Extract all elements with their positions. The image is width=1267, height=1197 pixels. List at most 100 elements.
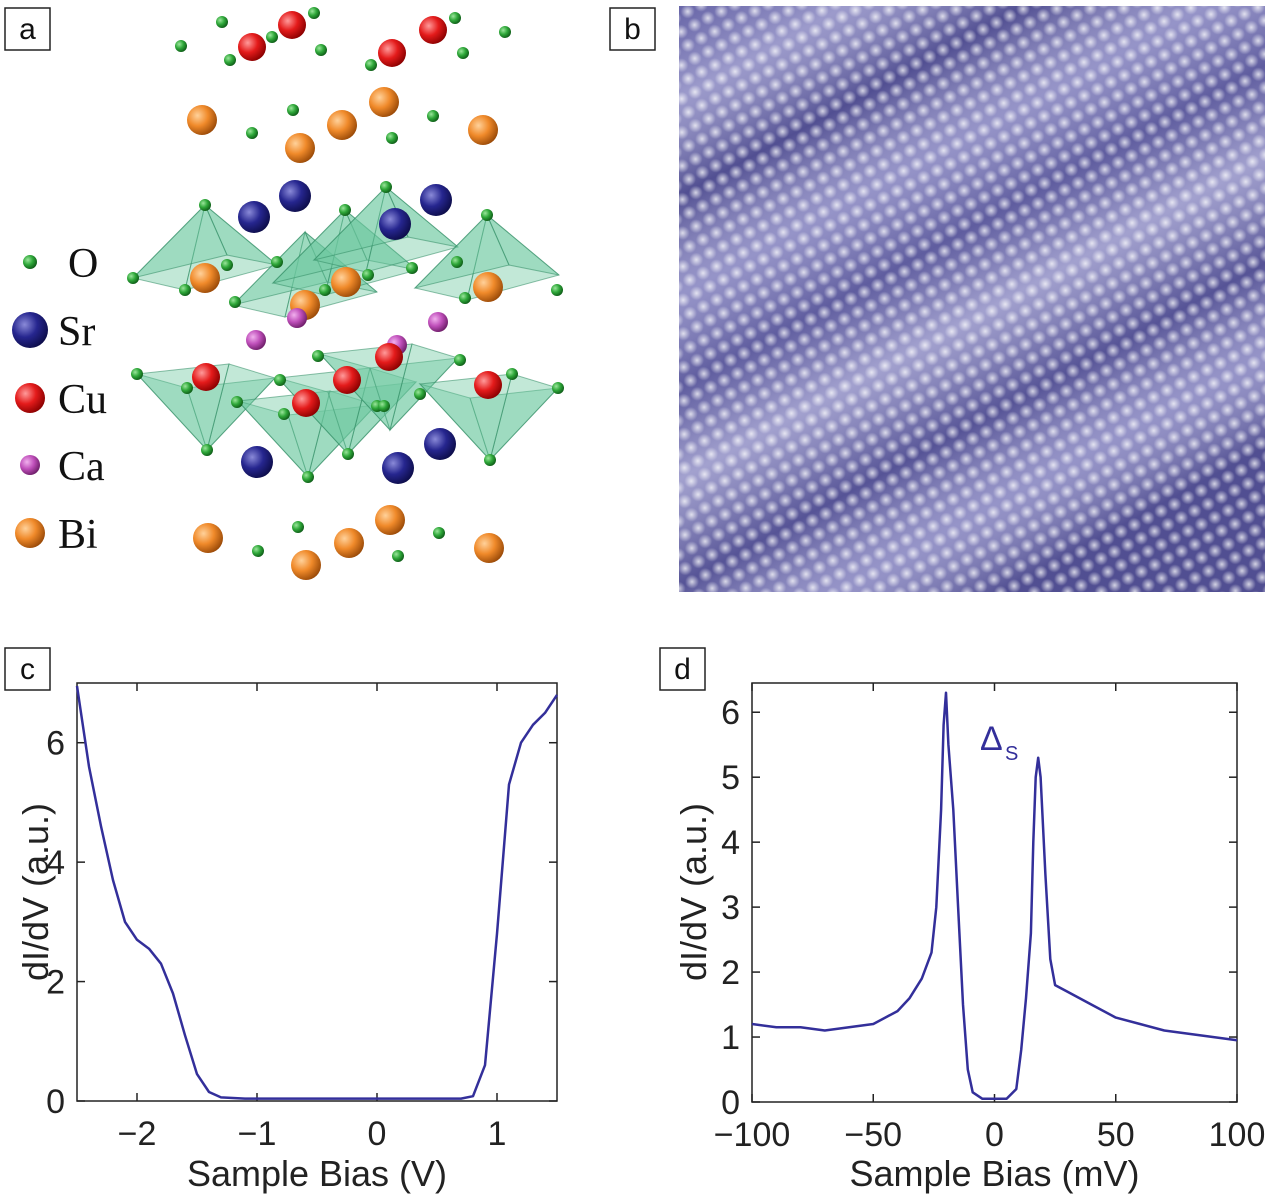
x-tick-label: 0	[368, 1115, 387, 1153]
y-tick-label: 4	[721, 824, 740, 862]
o-atom	[199, 199, 211, 211]
y-tick-label: 1	[721, 1019, 740, 1057]
x-tick-label: 1	[488, 1115, 507, 1153]
panel-label: a	[19, 13, 36, 46]
legend-label: Cu	[58, 377, 107, 423]
cu-atom	[333, 366, 361, 394]
x-tick-label: 100	[1209, 1116, 1266, 1154]
o-atom	[459, 292, 471, 304]
y-axis-label: dI/dV (a.u.)	[15, 803, 56, 981]
o-atom	[551, 284, 563, 296]
o-atom	[302, 471, 314, 483]
panel-label: c	[20, 653, 35, 686]
panel-label-box	[659, 647, 706, 691]
o-atom	[308, 7, 320, 19]
cu-atom	[192, 363, 220, 391]
o-atom	[266, 31, 278, 43]
panel-label-box	[4, 7, 51, 51]
data-line	[75, 685, 559, 1100]
o-atom	[427, 110, 439, 122]
x-tick-label: −50	[844, 1116, 902, 1154]
o-atom	[392, 550, 404, 562]
o-atom	[312, 350, 324, 362]
o-atom	[319, 284, 331, 296]
o-atom	[552, 382, 564, 394]
o-atom	[127, 272, 139, 284]
o-atom	[378, 400, 390, 412]
o-atom	[131, 368, 143, 380]
o-atom	[499, 26, 511, 38]
o-atom	[315, 44, 327, 56]
y-tick-label: 3	[721, 889, 740, 927]
o-atom	[380, 181, 392, 193]
y-tick-label: 6	[46, 725, 65, 763]
x-tick-label: −2	[118, 1115, 157, 1153]
cu-atom	[238, 33, 266, 61]
o-atom	[406, 262, 418, 274]
y-tick-label: 2	[46, 964, 65, 1002]
bi-atom	[375, 505, 405, 535]
legend-label: Sr	[58, 309, 95, 355]
legend-label: O	[68, 241, 98, 287]
octahedron-face	[271, 209, 368, 284]
legend-swatch	[12, 312, 48, 348]
sr-atom	[279, 180, 311, 212]
bi-atom	[193, 523, 223, 553]
sr-atom	[420, 184, 452, 216]
octahedron-face	[231, 231, 328, 306]
bi-atom	[474, 533, 504, 563]
o-atom	[386, 132, 398, 144]
ca-atom	[287, 308, 307, 328]
o-atom	[287, 104, 299, 116]
octahedron-face	[413, 214, 510, 289]
legend-label: Bi	[58, 512, 98, 558]
o-atom	[365, 59, 377, 71]
bi-atom	[369, 87, 399, 117]
bi-atom	[334, 528, 364, 558]
o-atom	[274, 374, 286, 386]
o-atom	[342, 448, 354, 460]
sr-atom	[382, 452, 414, 484]
o-atom	[252, 545, 264, 557]
o-atom	[339, 204, 351, 216]
bi-atom	[331, 267, 361, 297]
cu-atom	[378, 39, 406, 67]
o-atom	[221, 259, 233, 271]
o-atom	[246, 127, 258, 139]
crystal-structure	[127, 7, 564, 580]
x-tick-label: 0	[985, 1116, 1004, 1154]
o-atom	[506, 368, 518, 380]
sr-atom	[379, 208, 411, 240]
bi-atom	[327, 110, 357, 140]
bi-atom	[187, 105, 217, 135]
legend-swatch	[20, 455, 40, 475]
o-atom	[179, 284, 191, 296]
x-tick-label: −1	[238, 1115, 277, 1153]
o-atom	[271, 256, 283, 268]
o-atom	[201, 444, 213, 456]
o-atom	[231, 396, 243, 408]
o-atom	[481, 209, 493, 221]
bi-atom	[473, 272, 503, 302]
x-axis-label: Sample Bias (mV)	[849, 1153, 1139, 1194]
annotation: Δ	[980, 720, 1003, 758]
o-atom	[224, 54, 236, 66]
y-tick-label: 4	[46, 844, 65, 882]
cu-atom	[375, 343, 403, 371]
bi-atom	[190, 263, 220, 293]
o-atom	[484, 454, 496, 466]
y-tick-label: 0	[721, 1084, 740, 1122]
o-atom	[175, 40, 187, 52]
sr-atom	[241, 446, 273, 478]
o-atom	[454, 354, 466, 366]
data-line	[751, 691, 1238, 1101]
o-atom	[414, 388, 426, 400]
y-axis-label: dI/dV (a.u.)	[673, 803, 714, 981]
y-tick-label: 6	[721, 694, 740, 732]
o-atom	[181, 382, 193, 394]
panel-label: b	[624, 13, 641, 46]
y-tick-label: 0	[46, 1083, 65, 1121]
annotation-subscript: S	[1005, 743, 1018, 765]
sr-atom	[424, 428, 456, 460]
legend-swatch	[15, 518, 45, 548]
